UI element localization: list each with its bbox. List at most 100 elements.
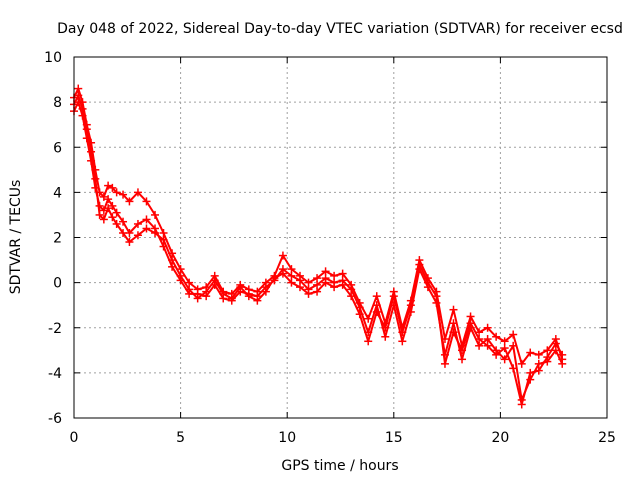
data-point <box>287 271 296 280</box>
data-point <box>458 346 467 355</box>
data-point <box>104 204 113 213</box>
x-tick-label: 25 <box>598 430 616 446</box>
data-point <box>133 219 142 228</box>
data-point <box>458 355 467 364</box>
data-point <box>466 312 475 321</box>
data-point <box>91 174 100 183</box>
data-point <box>432 292 441 301</box>
data-point <box>500 355 509 364</box>
data-point <box>381 332 390 341</box>
data-point <box>108 183 117 192</box>
y-tick-label: 6 <box>53 140 62 156</box>
data-point <box>304 278 313 287</box>
data-point <box>87 156 96 165</box>
data-point <box>517 400 526 409</box>
plot-frame <box>73 56 608 419</box>
data-point <box>236 283 245 292</box>
data-point <box>509 330 518 339</box>
grid <box>74 57 607 418</box>
y-tick-label: 0 <box>53 276 62 292</box>
data-point <box>244 292 253 301</box>
y-tick-label: 8 <box>53 95 62 111</box>
data-point <box>449 305 458 314</box>
data-point <box>295 283 304 292</box>
data-point <box>551 346 560 355</box>
data-point <box>492 332 501 341</box>
chart-title: Day 048 of 2022, Sidereal Day-to-day VTE… <box>57 21 623 37</box>
x-tick-label: 15 <box>385 430 403 446</box>
data-point <box>449 319 458 328</box>
data-series <box>70 84 567 409</box>
data-point <box>534 350 543 359</box>
data-point <box>210 276 219 285</box>
y-tick-label: -2 <box>48 321 62 337</box>
data-point <box>475 335 484 344</box>
data-point <box>543 353 552 362</box>
data-point <box>278 251 287 260</box>
data-point <box>355 310 364 319</box>
data-point <box>466 319 475 328</box>
data-point <box>270 274 279 283</box>
data-point <box>176 271 185 280</box>
data-point <box>517 359 526 368</box>
data-point <box>78 104 87 113</box>
series-ecsd-2 <box>70 98 567 404</box>
data-point <box>119 190 128 199</box>
data-point <box>347 285 356 294</box>
y-tick-label: -6 <box>48 411 62 427</box>
x-tick-label: 0 <box>70 430 79 446</box>
data-point <box>440 359 449 368</box>
data-point <box>219 289 228 298</box>
data-point <box>133 188 142 197</box>
data-point <box>389 292 398 301</box>
data-point <box>372 307 381 316</box>
data-point <box>398 337 407 346</box>
data-point <box>119 228 128 237</box>
data-point <box>168 256 177 265</box>
data-point <box>321 267 330 276</box>
data-point <box>543 346 552 355</box>
data-point <box>108 213 117 222</box>
data-point <box>159 235 168 244</box>
x-axis-label: GPS time / hours <box>281 458 398 474</box>
data-point <box>142 224 151 233</box>
data-point <box>313 287 322 296</box>
data-point <box>534 366 543 375</box>
data-point <box>304 289 313 298</box>
data-point <box>104 195 113 204</box>
data-point <box>381 323 390 332</box>
data-point <box>526 368 535 377</box>
data-point <box>330 283 339 292</box>
data-point <box>125 197 134 206</box>
data-point <box>526 348 535 357</box>
data-point <box>74 91 83 100</box>
data-point <box>99 215 108 224</box>
y-tick-label: 4 <box>53 185 62 201</box>
data-point <box>112 208 121 217</box>
data-point <box>483 335 492 344</box>
data-point <box>151 228 160 237</box>
data-point <box>142 215 151 224</box>
y-tick-label: 2 <box>53 231 62 247</box>
data-point <box>449 328 458 337</box>
data-point <box>483 341 492 350</box>
data-point <box>202 287 211 296</box>
data-point <box>253 296 262 305</box>
data-point <box>423 278 432 287</box>
data-point <box>142 197 151 206</box>
series-line <box>73 87 564 365</box>
x-tick-label: 20 <box>491 430 509 446</box>
data-point <box>372 292 381 301</box>
data-point <box>95 210 104 219</box>
data-point <box>330 271 339 280</box>
data-point <box>364 337 373 346</box>
data-point <box>133 231 142 240</box>
data-point <box>415 260 424 269</box>
data-point <box>287 265 296 274</box>
data-point <box>287 278 296 287</box>
series-line <box>73 94 564 406</box>
series-line <box>73 101 564 401</box>
y-tick-label: 10 <box>44 50 62 66</box>
y-tick-label: -4 <box>48 366 62 382</box>
